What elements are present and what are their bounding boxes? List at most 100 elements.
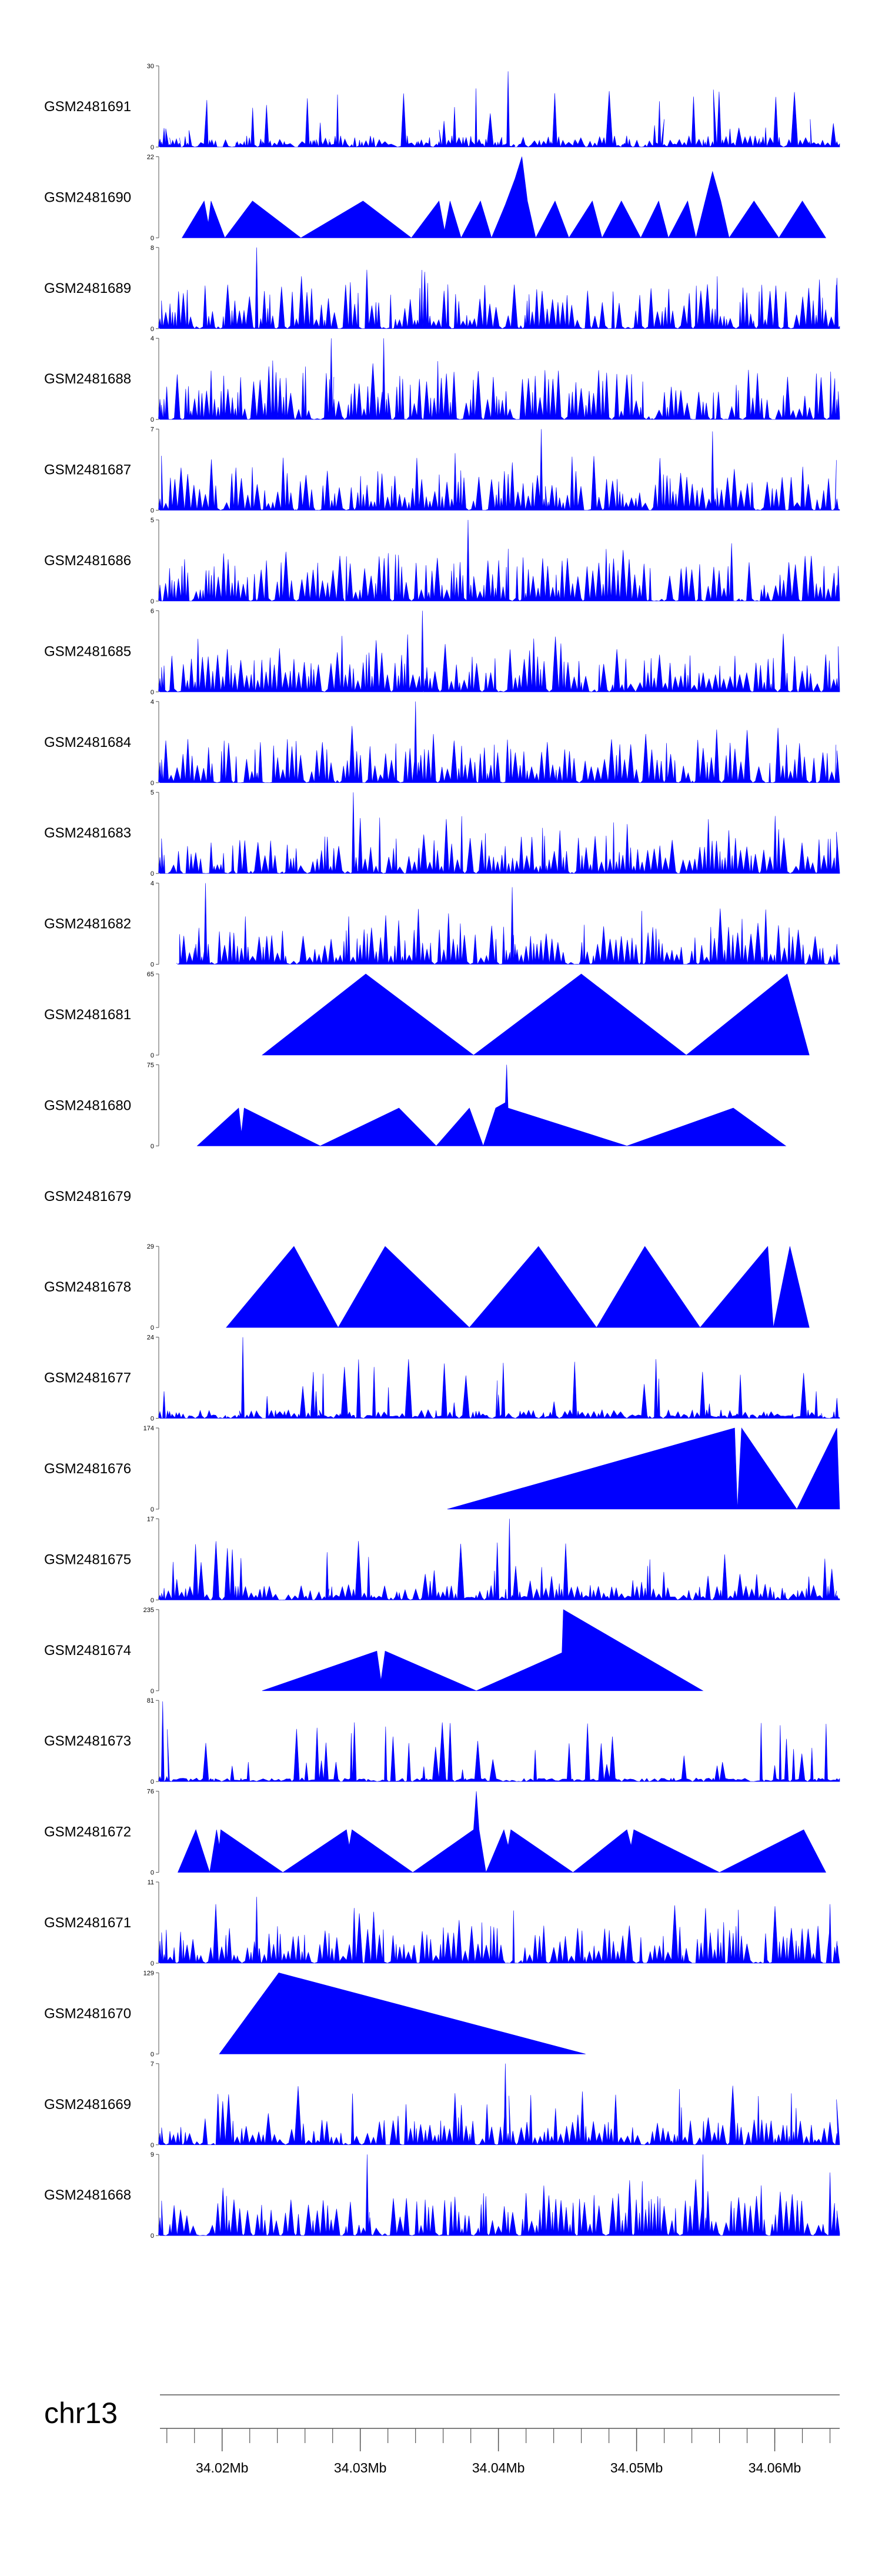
track-label: GSM2481685: [44, 643, 131, 659]
y-axis-max-label: 4: [151, 880, 154, 887]
axis-tick-label: 34.04Mb: [472, 2460, 525, 2475]
track-label: GSM2481683: [44, 825, 131, 841]
y-axis-max-label: 8: [151, 245, 154, 252]
y-axis-min-label: 0: [151, 235, 154, 242]
track-GSM2481672: GSM2481672 76 0: [44, 1788, 826, 1877]
track-GSM2481674: GSM2481674 235 0: [44, 1607, 704, 1695]
coverage-area: [262, 1609, 704, 1691]
track-GSM2481683: GSM2481683 5 0: [44, 789, 840, 877]
track-GSM2481685: GSM2481685 6 0: [44, 608, 840, 696]
track-label: GSM2481682: [44, 916, 131, 932]
y-axis-min-label: 0: [151, 1688, 154, 1695]
track-label: GSM2481676: [44, 1461, 131, 1477]
coverage-area: [178, 1791, 826, 1873]
track-label: GSM2481670: [44, 2006, 131, 2021]
axis-tick-label: 34.02Mb: [196, 2460, 249, 2475]
track-label: GSM2481673: [44, 1733, 131, 1749]
coverage-area: [158, 2154, 840, 2236]
coverage-area: [158, 247, 840, 329]
y-axis-min-label: 0: [151, 326, 154, 333]
coverage-area: [226, 1246, 810, 1328]
y-axis-min-label: 0: [151, 1416, 154, 1423]
y-axis-min-label: 0: [151, 1052, 154, 1059]
track-label: GSM2481679: [44, 1189, 131, 1204]
coverage-area: [158, 701, 840, 783]
y-axis-max-label: 29: [147, 1243, 154, 1250]
track-GSM2481677: GSM2481677 24 0: [44, 1334, 840, 1423]
y-axis-max-label: 75: [147, 1062, 154, 1069]
coverage-area: [158, 1701, 840, 1782]
track-GSM2481688: GSM2481688 4 0: [44, 335, 840, 423]
coverage-area: [158, 1519, 840, 1600]
genome-axis: chr13 34.02Mb 34.03Mb 34.04Mb 34.05Mb 34.06M…: [44, 2394, 840, 2475]
coverage-area: [158, 792, 840, 874]
track-GSM2481671: GSM2481671 11 0: [44, 1879, 840, 1967]
y-axis-max-label: 7: [151, 2061, 154, 2068]
y-axis-max-label: 6: [151, 608, 154, 615]
coverage-area: [158, 519, 840, 602]
track-label: GSM2481684: [44, 735, 131, 750]
coverage-area: [447, 1427, 840, 1510]
track-label: GSM2481690: [44, 189, 131, 205]
coverage-area: [158, 429, 840, 511]
y-axis-max-label: 17: [147, 1516, 154, 1523]
coverage-area: [182, 156, 827, 239]
y-axis-max-label: 24: [147, 1334, 154, 1342]
track-GSM2481670: GSM2481670 129 0: [44, 1970, 586, 2058]
y-axis-min-label: 0: [151, 689, 154, 696]
y-axis-min-label: 0: [151, 1778, 154, 1786]
y-axis-max-label: 5: [151, 517, 154, 524]
track-label: GSM2481669: [44, 2097, 131, 2113]
y-axis-min-label: 0: [151, 1143, 154, 1150]
track-label: GSM2481677: [44, 1370, 131, 1386]
y-axis-min-label: 0: [151, 2233, 154, 2240]
track-GSM2481684: GSM2481684 4 0: [44, 699, 840, 787]
y-axis-max-label: 22: [147, 154, 154, 161]
axis-tick-label: 34.03Mb: [334, 2460, 387, 2475]
y-axis-min-label: 0: [151, 1960, 154, 1967]
track-label: GSM2481671: [44, 1915, 131, 1931]
y-axis-max-label: 174: [143, 1425, 154, 1432]
chromosome-label: chr13: [44, 2397, 118, 2430]
track-label: GSM2481687: [44, 462, 131, 478]
tracks-layer: GSM2481691300GSM2481690220GSM248168980GS…: [44, 63, 840, 2240]
y-axis-max-label: 7: [151, 426, 154, 433]
coverage-area: [158, 1337, 840, 1419]
y-axis-min-label: 0: [151, 1324, 154, 1332]
y-axis-min-label: 0: [151, 962, 154, 969]
track-GSM2481675: GSM2481675 17 0: [44, 1516, 840, 1604]
coverage-area: [262, 973, 810, 1056]
y-axis-max-label: 65: [147, 971, 154, 978]
y-axis-min-label: 0: [151, 416, 154, 423]
coverage-area: [176, 883, 840, 965]
track-label: GSM2481681: [44, 1007, 131, 1023]
y-axis-max-label: 4: [151, 699, 154, 706]
y-axis-max-label: 5: [151, 789, 154, 796]
y-axis-max-label: 129: [143, 1970, 154, 1977]
track-GSM2481690: GSM2481690 22 0: [44, 154, 827, 242]
y-axis-min-label: 0: [151, 1597, 154, 1604]
track-GSM2481669: GSM2481669 7 0: [44, 2061, 840, 2149]
track-label: GSM2481672: [44, 1824, 131, 1840]
axis-tick-label: 34.05Mb: [610, 2460, 663, 2475]
track-label: GSM2481688: [44, 371, 131, 387]
y-axis-max-label: 30: [147, 63, 154, 70]
y-axis-min-label: 0: [151, 2142, 154, 2149]
coverage-area: [158, 1897, 840, 1964]
y-axis-min-label: 0: [151, 2051, 154, 2058]
axis-ticks: 34.02Mb 34.03Mb 34.04Mb 34.05Mb 34.06Mb: [166, 2428, 831, 2475]
track-GSM2481673: GSM2481673 81 0: [44, 1697, 840, 1786]
track-label: GSM2481678: [44, 1279, 131, 1295]
track-GSM2481676: GSM2481676 174 0: [44, 1425, 840, 1513]
track-GSM2481680: GSM2481680 75 0: [44, 1062, 787, 1150]
track-label: GSM2481689: [44, 281, 131, 296]
y-axis-max-label: 76: [147, 1788, 154, 1796]
track-GSM2481686: GSM2481686 5 0: [44, 517, 840, 605]
y-axis-max-label: 9: [151, 2151, 154, 2158]
y-axis-min-label: 0: [151, 1870, 154, 1877]
coverage-area: [158, 338, 840, 420]
y-axis-min-label: 0: [151, 598, 154, 605]
track-label: GSM2481686: [44, 553, 131, 569]
y-axis-min-label: 0: [151, 780, 154, 787]
